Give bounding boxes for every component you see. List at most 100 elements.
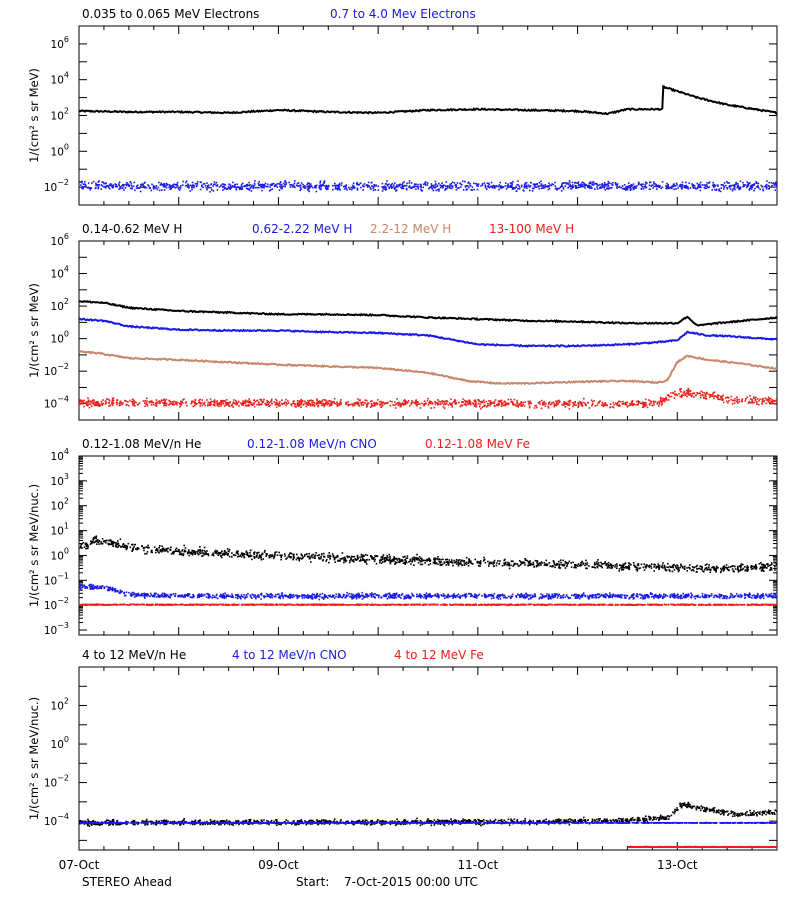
data-point [83,546,86,548]
data-point [122,544,124,546]
data-point [451,185,454,188]
data-point [482,560,485,562]
data-point [663,400,666,403]
data-point [444,558,447,561]
data-point [455,186,457,188]
data-point [195,185,198,188]
data-point [294,186,296,189]
data-point [210,401,212,404]
data-point [558,399,560,402]
data-point [499,185,501,187]
data-point [738,398,740,401]
data-point [663,398,665,401]
data-point [243,402,246,404]
data-point [338,188,341,190]
data-point [219,555,222,557]
data-point [607,561,610,564]
data-point [300,553,302,556]
data-point [627,405,630,407]
data-point [666,187,668,190]
data-point [101,404,104,406]
data-point [417,183,419,186]
data-point [237,401,240,403]
data-point [696,564,698,567]
data-point [287,596,289,599]
data-point [573,404,576,406]
data-point [336,401,338,403]
data-point [206,188,208,191]
series-line [79,300,777,327]
data-point [630,183,632,186]
data-point [357,557,359,560]
data-point [627,186,629,188]
data-point [403,181,405,183]
data-point [473,400,476,403]
data-point [544,405,547,407]
data-point [248,404,250,407]
data-point [235,551,238,553]
data-point [358,405,360,407]
data-point [281,403,284,405]
data-point [253,399,255,401]
data-point [342,557,345,559]
data-point [760,597,762,600]
data-point [338,185,340,187]
data-point [89,588,91,590]
y-tick-label: 10−3 [44,621,69,637]
data-point [82,183,85,185]
data-point [284,183,286,186]
data-point [107,542,109,545]
data-point [210,183,213,185]
data-point [302,556,304,559]
data-point [508,564,511,567]
data-point [190,402,193,405]
data-point [463,564,466,566]
data-point [545,563,547,565]
data-point [607,185,609,188]
data-point [478,562,481,565]
data-point [276,402,278,404]
data-point [769,569,771,571]
data-point [445,400,448,402]
data-point [543,400,545,403]
data-point [107,543,110,546]
data-point [135,187,138,189]
data-point [228,405,231,407]
data-point [227,404,230,407]
data-point [215,596,217,599]
data-point [549,184,551,186]
data-point [224,187,227,189]
data-point [386,180,388,182]
data-point [311,404,314,407]
y-tick-label: 100 [51,330,69,346]
data-point [684,393,686,395]
data-point [183,544,185,547]
data-point [624,401,627,404]
data-point [726,187,729,190]
data-point [492,595,495,598]
data-point [746,567,748,569]
data-point [609,403,612,405]
data-point [129,399,131,402]
data-point [453,401,455,403]
data-point [153,403,155,406]
data-point [747,566,749,569]
data-point [492,184,494,187]
data-point [589,185,592,188]
data-point [241,403,243,406]
data-point [232,406,234,408]
data-point [760,566,762,569]
data-point [630,188,632,190]
data-point [717,566,719,569]
data-point [257,401,260,403]
data-point [537,402,540,404]
data-point [528,405,531,407]
data-point [596,565,598,568]
data-point [229,188,231,190]
data-point [107,589,109,592]
data-point [667,186,670,188]
data-point [442,403,445,406]
data-point [635,185,638,187]
data-point [258,184,261,186]
data-point [153,186,156,188]
